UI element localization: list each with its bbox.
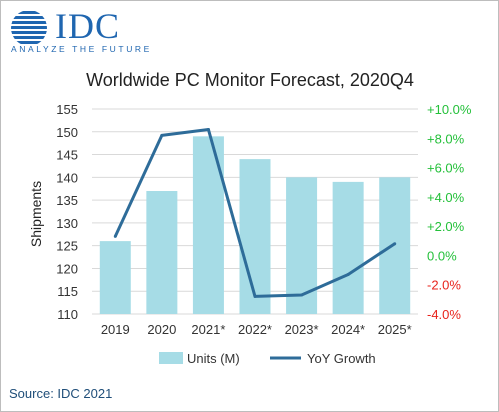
x-tick-label: 2022*: [238, 322, 272, 337]
y-tick-label: 125: [56, 239, 78, 254]
bar-series: [99, 136, 411, 314]
y-tick-label: 150: [56, 125, 78, 140]
y-tick-label: 115: [57, 284, 78, 299]
y2-tick-label: +2.0%: [427, 219, 465, 234]
y-tick-label: 130: [56, 216, 78, 231]
x-tick-label: 2020: [147, 322, 176, 337]
line-series: [113, 128, 397, 298]
bar: [239, 159, 271, 314]
y2-tick-label: +6.0%: [427, 161, 465, 176]
legend-label-growth: YoY Growth: [307, 351, 376, 366]
y-tick-label: 140: [56, 170, 78, 185]
bar: [332, 181, 364, 314]
growth-point: [113, 234, 117, 238]
y-tick-label: 145: [56, 148, 78, 163]
idc-logo: IDC ANALYZE THE FUTURE: [9, 6, 169, 54]
source-note: Source: IDC 2021: [9, 386, 113, 401]
x-tick-label: 2024*: [331, 322, 365, 337]
y-tick-label: 135: [56, 193, 78, 208]
y-axis-label: Shipments: [28, 181, 44, 247]
bar: [379, 177, 411, 314]
y2-tick-label: 0.0%: [427, 248, 457, 263]
axes: 110 115 120 125 130 135 140 145 150 155 -4.0% -2.0%…: [56, 102, 472, 337]
y-tick-label: 120: [56, 261, 78, 276]
y2-tick-label: +10.0%: [427, 102, 472, 117]
growth-point: [346, 272, 350, 276]
logo-tagline: ANALYZE THE FUTURE: [11, 44, 152, 54]
legend-label-units: Units (M): [187, 351, 240, 366]
legend-swatch-units: [159, 352, 183, 364]
growth-point: [206, 128, 210, 131]
x-tick-label: 2019: [101, 322, 130, 337]
y2-tick-label: +8.0%: [427, 131, 465, 146]
bar: [99, 241, 131, 314]
growth-point: [253, 294, 257, 298]
growth-point: [300, 293, 304, 297]
y2-tick-label: -2.0%: [427, 278, 461, 293]
growth-point: [160, 133, 164, 137]
bar: [146, 191, 178, 314]
globe-icon: [11, 11, 47, 44]
y2-tick-label: -4.0%: [427, 307, 461, 322]
logo-wordmark: IDC: [55, 6, 120, 46]
x-tick-label: 2025*: [378, 322, 412, 337]
y2-tick-label: +4.0%: [427, 190, 465, 205]
y-tick-label: 110: [57, 307, 78, 322]
x-tick-label: 2023*: [285, 322, 319, 337]
growth-point: [393, 242, 397, 246]
y-tick-label: 155: [56, 102, 78, 117]
chart-title: Worldwide PC Monitor Forecast, 2020Q4: [86, 70, 414, 90]
x-tick-label: 2021*: [191, 322, 225, 337]
legend: Units (M) YoY Growth: [159, 351, 376, 366]
